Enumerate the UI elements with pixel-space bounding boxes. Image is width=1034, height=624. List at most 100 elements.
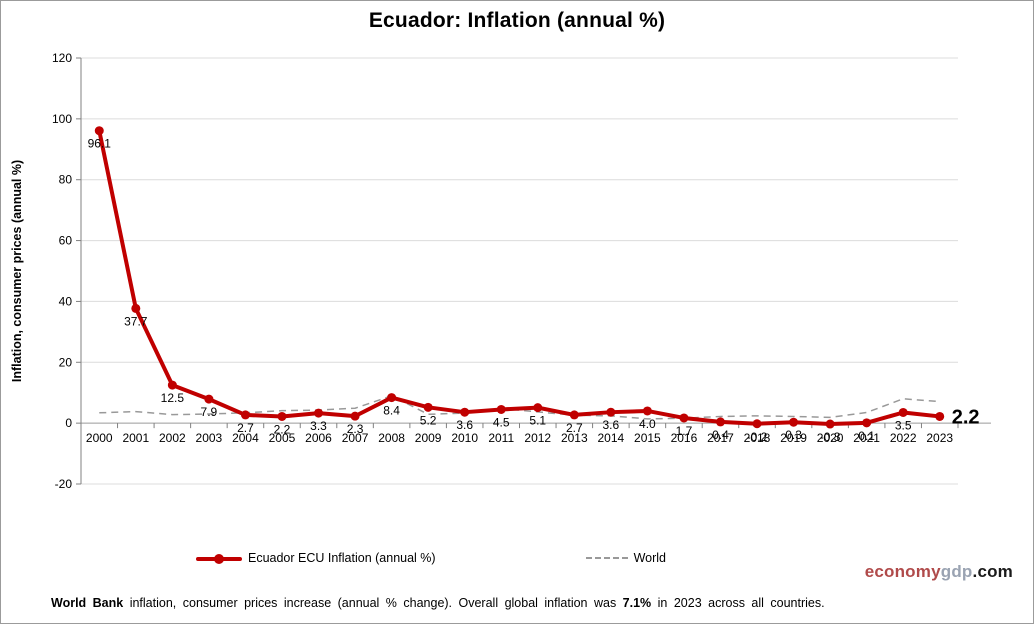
x-tick-label: 2017 [707,431,734,445]
ecuador-line [97,128,942,427]
watermark-com: .com [972,562,1013,581]
y-tick-label: 0 [65,416,72,430]
x-tick-label: 2022 [890,431,917,445]
watermark-gdp: gdp [940,562,973,581]
data-point-marker [935,411,945,421]
data-point-label: 2.7 [566,421,583,435]
data-point-label: 7.9 [201,405,218,419]
x-tick-label: 2014 [598,431,625,445]
data-point-label: 8.4 [383,404,400,418]
data-point-label: 0.3 [785,428,802,442]
data-point-label: 4.5 [493,415,510,429]
data-point-marker [167,380,177,390]
data-point-marker [204,394,214,404]
x-tick-label: 2019 [780,431,807,445]
data-point-marker [131,303,141,313]
data-point-label: 4.0 [639,417,656,431]
watermark-economygdp: economygdp.com [865,562,1013,582]
data-point-label: 12.5 [161,391,185,405]
data-point-marker [715,417,725,427]
data-point-marker [862,418,872,428]
x-tick-label: 2007 [342,431,369,445]
footer-text: inflation, consumer prices increase (ann… [123,596,623,610]
x-tick-label: 2005 [269,431,296,445]
y-axis-title: Inflation, consumer prices (annual %) [10,160,24,382]
data-point-label: 37.7 [124,314,148,328]
data-point-label: 3.6 [603,418,620,432]
y-tick-label: 20 [59,355,73,369]
x-tick-label: 2006 [305,431,332,445]
y-tick-label: 100 [52,112,72,126]
data-point-marker [387,393,397,403]
x-tick-label: 2020 [817,431,844,445]
data-point-marker [277,411,287,421]
data-point-marker [642,406,652,416]
x-tick-label: 2009 [415,431,442,445]
footer-text-end: in 2023 across all countries. [651,596,825,610]
x-tick-label: 2015 [634,431,661,445]
footer-source: World Bank [51,596,124,610]
last-value-callout: 2.2 [952,406,980,428]
x-tick-label: 2012 [524,431,551,445]
x-tick-label: 2018 [744,431,771,445]
data-point-marker [240,410,250,420]
data-point-label: 1.7 [676,424,693,438]
legend-label-ecuador: Ecuador ECU Inflation (annual %) [247,551,436,565]
data-point-label: 3.5 [895,418,912,432]
data-point-marker [569,410,579,420]
footer-note: World Bank inflation, consumer prices in… [51,596,1001,610]
data-point-label: 2.3 [347,422,364,436]
y-tick-label: 60 [59,234,73,248]
data-point-label: -0.3 [820,430,841,444]
x-tick-label: 2000 [86,431,113,445]
data-point-label: 2.7 [237,421,254,435]
world-dash-swatch-icon [585,557,628,559]
data-point-marker [423,402,433,412]
x-tick-label: 2001 [122,431,149,445]
x-tick-label: 2016 [671,431,698,445]
legend-item-world: World [585,551,667,565]
legend-label-world: World [633,551,667,565]
data-point-label: -0.2 [747,430,768,444]
x-tick-label: 2021 [853,431,880,445]
data-point-marker [496,404,506,414]
data-point-marker [752,419,762,429]
x-tick-label: 2013 [561,431,588,445]
x-tick-label: 2004 [232,431,259,445]
ecuador-line-swatch-icon [195,553,242,564]
data-point-marker [825,419,835,429]
data-point-label: 5.1 [529,414,546,428]
data-point-label: 0.1 [858,429,875,443]
data-point-label: 2.2 [274,422,291,436]
data-point-label: 3.3 [310,419,327,433]
data-point-label: 5.2 [420,413,437,427]
y-tick-label: -20 [55,477,73,491]
data-point-label: 96.1 [88,137,112,151]
data-point-marker [789,417,799,427]
data-point-marker [898,407,908,417]
data-point-label: 3.6 [456,418,473,432]
chart-canvas: -20 0 20 40 60 80 100 120 2000 2001 2002 2003 2004 20… [10,51,991,491]
data-point-label: 0.4 [712,428,729,442]
data-point-marker [533,403,543,413]
data-point-marker [350,411,360,421]
data-point-marker [460,407,470,417]
data-point-marker [94,126,104,136]
chart-legend: Ecuador ECU Inflation (annual %) World [1,551,861,565]
x-tick-label: 2023 [926,431,953,445]
data-point-marker [679,413,689,423]
y-tick-label: 80 [59,173,73,187]
data-point-marker [314,408,324,418]
watermark-economy: economy [864,562,941,581]
data-point-marker [606,407,616,417]
chart-title: Ecuador: Inflation (annual %) [368,9,666,32]
legend-item-ecuador: Ecuador ECU Inflation (annual %) [195,551,436,565]
y-tick-label: 40 [59,294,73,308]
x-tick-label: 2010 [451,431,478,445]
x-tick-label: 2008 [378,431,405,445]
x-tick-label: 2002 [159,431,186,445]
x-tick-label: 2011 [488,431,514,445]
x-tick-label: 2003 [196,431,223,445]
y-tick-label: 120 [52,51,72,65]
